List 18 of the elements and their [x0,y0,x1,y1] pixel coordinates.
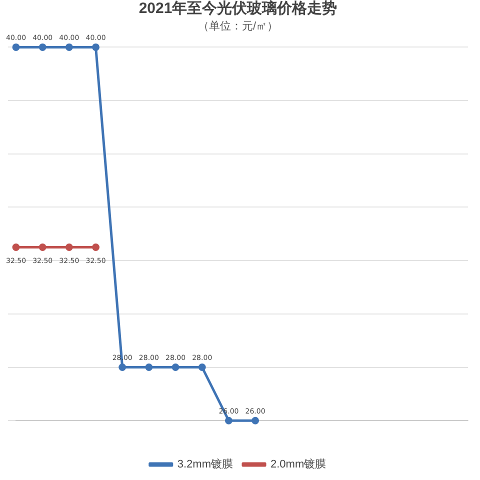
chart-title: 2021年至今光伏玻璃价格走势 [138,0,338,18]
point [198,364,206,372]
point [92,43,100,51]
point [172,364,180,372]
chart-subtitle: （单位：元/㎡） [198,20,278,33]
point [65,43,73,51]
point [224,416,232,424]
point [252,416,260,424]
point [92,243,100,251]
point [38,243,46,251]
legend-label: 2.0mm镀膜 [270,458,326,471]
point [38,43,46,51]
point [12,43,20,51]
point [65,243,73,251]
point [12,243,20,251]
point [145,364,153,372]
point [118,364,126,372]
legend-label: 3.2mm镀膜 [177,458,234,471]
